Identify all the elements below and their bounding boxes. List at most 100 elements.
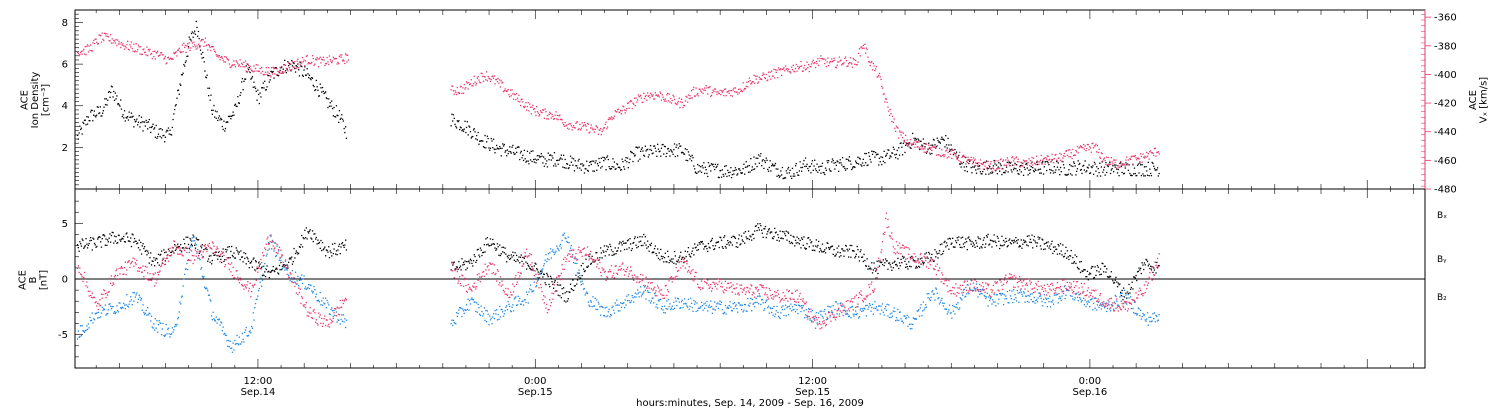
bx-point xyxy=(566,300,569,302)
bx-point xyxy=(1110,271,1112,273)
velocity-point xyxy=(656,94,658,96)
velocity-point xyxy=(1070,152,1072,154)
velocity-point xyxy=(209,46,211,48)
bx-point xyxy=(486,244,488,246)
by-point xyxy=(627,294,629,296)
velocity-point xyxy=(306,54,308,57)
density-point xyxy=(816,163,818,165)
velocity-point xyxy=(942,154,944,157)
velocity-point xyxy=(698,88,700,90)
velocity-point xyxy=(534,111,536,113)
density-point xyxy=(684,148,686,150)
velocity-point xyxy=(915,141,918,143)
bx-point xyxy=(1079,271,1082,274)
velocity-point xyxy=(468,82,470,84)
density-point xyxy=(871,153,874,155)
bx-point xyxy=(520,254,522,256)
bx-point xyxy=(1096,264,1099,267)
bx-point xyxy=(999,247,1001,250)
density-point xyxy=(831,158,834,160)
bx-point xyxy=(828,248,831,250)
density-point xyxy=(90,111,92,113)
density-point xyxy=(662,143,664,146)
bx-point xyxy=(907,268,909,270)
density-point xyxy=(633,155,636,157)
by-point xyxy=(289,280,291,282)
by-point xyxy=(215,316,217,318)
bx-point xyxy=(1052,252,1054,255)
density-point xyxy=(80,127,83,129)
velocity-point xyxy=(529,106,532,108)
by-point xyxy=(177,318,179,320)
by-point xyxy=(673,307,676,309)
bx-point xyxy=(941,243,943,245)
by-point xyxy=(100,312,103,314)
velocity-point xyxy=(536,110,539,113)
velocity-point xyxy=(160,52,162,54)
bx-point xyxy=(796,236,798,238)
bx-point xyxy=(1006,246,1008,248)
bx-point xyxy=(727,240,729,242)
velocity-point xyxy=(342,59,344,61)
by-point xyxy=(814,317,816,320)
bx-point xyxy=(606,248,609,251)
velocity-point xyxy=(1039,161,1041,163)
velocity-point xyxy=(1080,146,1082,148)
bx-point xyxy=(898,262,901,264)
bx-point xyxy=(110,234,113,237)
velocity-point xyxy=(526,105,529,108)
velocity-point xyxy=(219,59,221,61)
bx-point xyxy=(751,239,753,241)
density-point xyxy=(722,173,724,176)
bx-point xyxy=(695,246,697,248)
by-point xyxy=(529,288,531,290)
bx-point xyxy=(906,266,908,268)
velocity-point xyxy=(760,77,762,80)
velocity-point xyxy=(728,92,730,94)
velocity-point xyxy=(510,95,512,97)
bx-point xyxy=(1150,268,1153,270)
bx-point xyxy=(157,253,160,255)
density-point xyxy=(245,65,247,67)
by-point xyxy=(107,309,109,311)
by-point xyxy=(301,274,303,276)
by-point xyxy=(121,306,123,308)
by-point xyxy=(562,234,564,236)
y-tick-label: 6 xyxy=(62,60,68,71)
velocity-point xyxy=(508,93,510,96)
bx-point xyxy=(510,254,512,256)
density-point xyxy=(513,153,515,155)
velocity-point xyxy=(237,63,239,65)
by-point xyxy=(748,305,750,307)
bx-point xyxy=(135,240,137,242)
bx-point xyxy=(260,268,262,270)
density-point xyxy=(1126,164,1128,166)
bx-point xyxy=(749,235,751,237)
by-point xyxy=(637,292,639,294)
density-point xyxy=(244,78,247,80)
by-point xyxy=(531,291,533,293)
velocity-point xyxy=(894,127,896,129)
velocity-point xyxy=(102,38,104,40)
bx-point xyxy=(943,241,945,244)
density-point xyxy=(1019,169,1021,171)
velocity-point xyxy=(237,65,240,67)
velocity-point xyxy=(318,58,321,60)
bx-point xyxy=(738,234,740,236)
velocity-point xyxy=(886,101,888,103)
by-point xyxy=(264,262,266,265)
bx-point xyxy=(1139,269,1141,271)
by-point xyxy=(193,235,195,237)
velocity-point xyxy=(563,124,565,126)
by-point xyxy=(737,302,740,304)
bx-point xyxy=(981,247,983,249)
velocity-point xyxy=(871,60,873,63)
velocity-point xyxy=(673,96,675,98)
velocity-point xyxy=(1094,145,1096,147)
bx-point xyxy=(728,244,730,246)
by-point xyxy=(788,305,790,307)
density-point xyxy=(132,115,134,117)
density-point xyxy=(499,145,501,148)
density-point xyxy=(626,161,628,163)
by-point xyxy=(556,247,559,249)
